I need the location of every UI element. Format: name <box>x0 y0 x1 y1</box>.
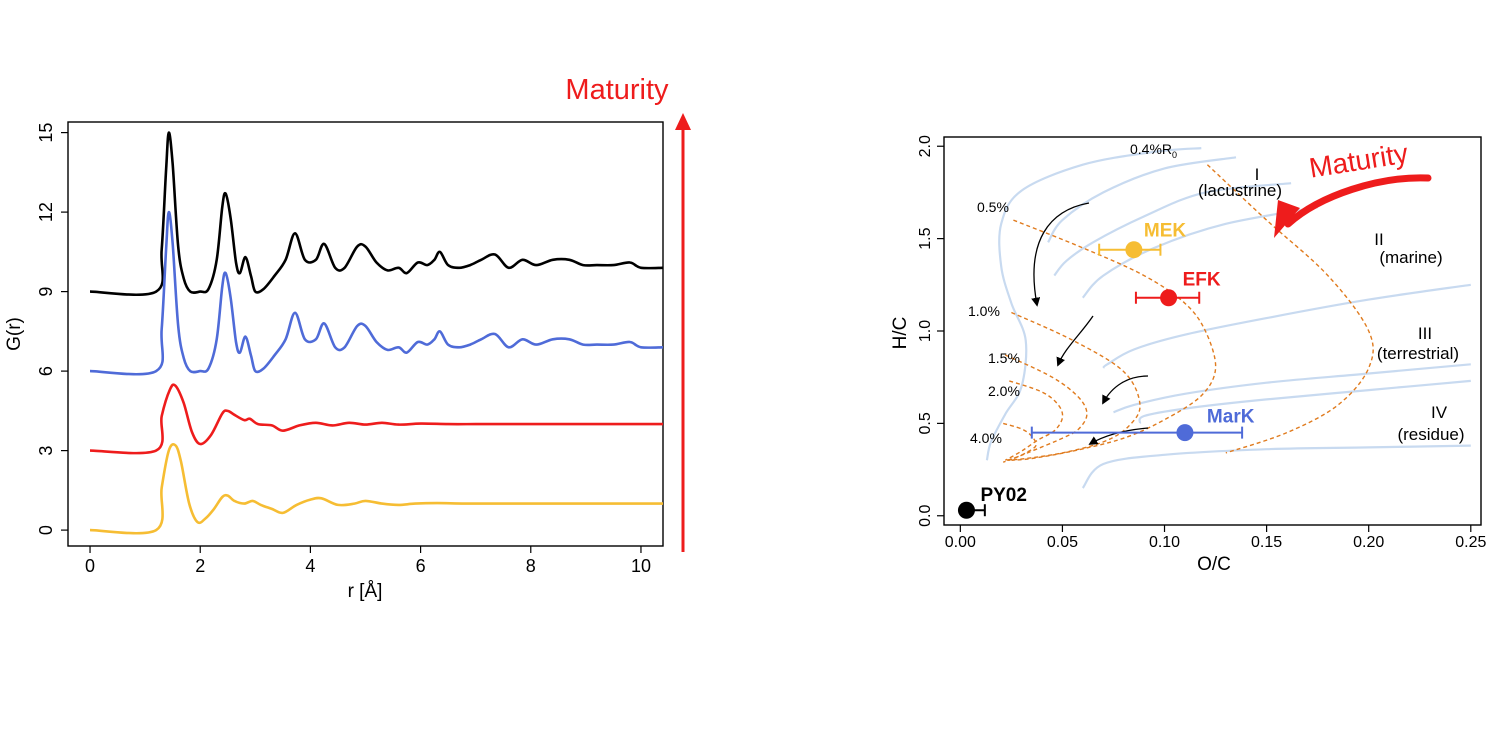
left-y-tick-label: 3 <box>36 446 56 456</box>
kerogen-type-3-name: (terrestrial) <box>1377 344 1459 363</box>
isoreflectance-line-1 <box>1011 219 1217 461</box>
right-y-tick-label: 0.0 <box>917 505 934 527</box>
iso-label-1.0: 1.0% <box>968 303 1000 319</box>
gr-series-line-3 <box>89 443 663 535</box>
sample-point-mark <box>1176 424 1194 442</box>
evolution-curve-7 <box>1081 444 1471 489</box>
isoreflectance-lines-group <box>1002 164 1374 463</box>
right-x-tick-label: 0.25 <box>1455 534 1486 551</box>
right-y-tick-label: 1.5 <box>917 227 934 249</box>
right-y-tick-label: 1.0 <box>917 320 934 342</box>
left-plot-frame <box>67 121 664 547</box>
right-y-tick-label: 0.5 <box>917 412 934 434</box>
right-y-axis-label: H/C <box>890 317 911 350</box>
isoreflectance-line-0 <box>1206 164 1374 454</box>
sample-points-group: MEK EFK MarK PY02 <box>957 221 1255 519</box>
left-y-tick-label: 6 <box>36 366 56 376</box>
left-chart: 0 2 4 6 8 10 0 3 6 9 12 15 r [Å] G(r) Maturity <box>4 74 691 602</box>
iso-label-0.4: 0.4%R0 <box>1130 141 1177 160</box>
right-y-tick-label: 2.0 <box>917 135 934 157</box>
left-series-group <box>89 131 664 535</box>
evolution-curve-4 <box>1102 283 1471 369</box>
isoreflectance-line-4 <box>1004 380 1064 461</box>
right-x-axis-label: O/C <box>1197 554 1231 575</box>
isoreflectance-line-2 <box>1007 311 1141 461</box>
pathway-arrow-3 <box>1102 375 1149 405</box>
pathway-arrow-2 <box>1056 315 1094 367</box>
right-axis-ticks: 0.00 0.05 0.10 0.15 0.20 0.25 0.0 0.5 1.0 1.5 2.0 <box>917 135 1486 551</box>
kerogen-type-4-numeral: IV <box>1431 403 1448 422</box>
pathway-arrow-4 <box>1088 427 1149 445</box>
evolution-curve-6 <box>1138 379 1471 424</box>
maturity-arrow-right <box>1284 174 1432 228</box>
left-y-tick-label: 9 <box>36 287 56 297</box>
right-x-tick-label: 0.10 <box>1149 534 1180 551</box>
left-y-tick-label: 12 <box>36 202 56 222</box>
pathway-arrow-1 <box>1031 202 1090 307</box>
left-y-tick-label: 15 <box>36 123 56 143</box>
right-x-tick-label: 0.15 <box>1251 534 1282 551</box>
isoreflectance-line-3 <box>1005 354 1088 461</box>
evolution-curves-group <box>985 147 1471 489</box>
left-x-tick-label: 4 <box>305 556 315 576</box>
left-x-tick-label: 6 <box>416 556 426 576</box>
right-x-tick-label: 0.20 <box>1353 534 1384 551</box>
right-x-tick-label: 0.00 <box>945 534 976 551</box>
right-x-tick-label: 0.05 <box>1047 534 1078 551</box>
gr-series-line-2 <box>89 383 663 455</box>
sample-label-efk: EFK <box>1183 270 1221 291</box>
sample-label-mark: MarK <box>1207 407 1255 428</box>
right-chart: 0.00 0.05 0.10 0.15 0.20 0.250.00.51.01.52.0 … <box>890 135 1486 575</box>
iso-label-0.5: 0.5% <box>977 199 1009 215</box>
kerogen-type-2-name: (marine) <box>1379 248 1442 267</box>
sample-point-efk <box>1160 289 1178 307</box>
sample-point-py02 <box>957 501 975 519</box>
maturity-arrow-right-head <box>1274 200 1300 238</box>
gr-series-line-0 <box>89 131 664 297</box>
left-x-tick-label: 8 <box>526 556 536 576</box>
kerogen-type-1-numeral: I <box>1255 165 1260 184</box>
left-y-tick-label: 0 <box>36 525 56 535</box>
kerogen-type-1-name: (lacustrine) <box>1198 181 1282 200</box>
gr-series-line-1 <box>89 210 664 376</box>
sample-point-mek <box>1125 241 1143 259</box>
left-x-tick-label: 2 <box>195 556 205 576</box>
evolution-curve-3 <box>1081 206 1318 299</box>
left-x-tick-label: 0 <box>85 556 95 576</box>
left-x-axis-label: r [Å] <box>348 581 383 602</box>
iso-label-4.0: 4.0% <box>970 430 1002 446</box>
sample-label-mek: MEK <box>1144 221 1187 242</box>
iso-label-2.0: 2.0% <box>988 383 1020 399</box>
maturity-arrow-left-head <box>675 113 691 130</box>
maturity-label-left: Maturity <box>565 74 669 106</box>
kerogen-type-4-name: (residue) <box>1397 425 1464 444</box>
isoreflectance-line-5 <box>1002 422 1037 463</box>
left-axis-ticks: 0 2 4 6 8 10 0 3 6 9 12 15 <box>36 123 651 576</box>
kerogen-type-3-numeral: III <box>1418 324 1432 343</box>
left-x-tick-label: 10 <box>631 556 651 576</box>
evolution-curve-2 <box>1053 182 1292 277</box>
iso-label-1.5: 1.5% <box>988 350 1020 366</box>
evolution-curve-1 <box>1047 156 1237 243</box>
kerogen-type-2-numeral: II <box>1374 230 1383 249</box>
evolution-curve-5 <box>1113 363 1471 414</box>
sample-label-py02: PY02 <box>980 485 1026 506</box>
evolution-curve-0 <box>985 147 1202 461</box>
left-y-axis-label: G(r) <box>4 317 25 351</box>
